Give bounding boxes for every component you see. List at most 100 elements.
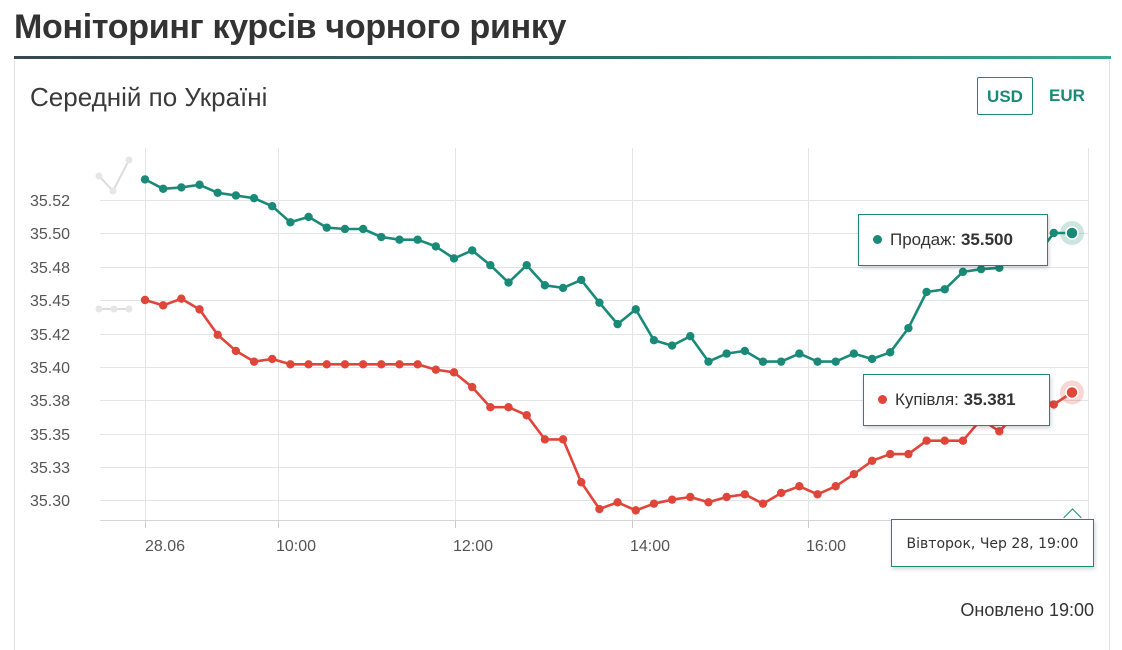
sell-data-point [249,193,259,203]
y-tick-label: 35.35 [30,427,70,444]
y-tick-label: 35.42 [30,327,70,344]
sell-data-point [467,246,477,255]
sell-data-point [158,184,168,193]
sell-data-point [795,349,804,358]
buy-data-point [758,499,768,508]
sell-data-point [886,348,895,357]
y-tick-label: 35.33 [30,460,70,477]
sell-data-point [268,202,277,211]
chart-card [14,60,1110,650]
x-tick-label: 12:00 [453,538,493,555]
eur-toggle-button[interactable]: EUR [1049,86,1085,105]
sell-data-point [867,354,877,364]
sell-data-point [304,212,313,222]
buy-data-point [613,498,622,507]
buy-data-point [867,456,877,465]
buy-data-point [722,492,731,502]
sell-data-point [522,260,531,270]
sell-data-point [940,285,949,294]
buy-data-point [486,403,495,412]
buy-data-point [1049,400,1059,409]
buy-data-point [177,294,186,303]
buy-tooltip: Купівля: 35.381 [863,374,1050,426]
sell-data-point [1049,228,1059,238]
buy-data-point [958,436,968,445]
sell-data-point [813,357,822,366]
buy-dot-icon [878,395,887,404]
buy-data-point [413,360,422,369]
sell-data-point [667,341,677,350]
buy-data-point [577,478,586,487]
sell-data-point [831,357,840,366]
sell-data-point [340,224,350,234]
sell-data-point [776,357,786,366]
buy-data-point [340,360,350,369]
sell-data-point [704,357,713,366]
chart-card-title: Середній по Україні [30,82,268,112]
buy-data-point [904,449,913,459]
sell-data-point [395,235,404,244]
sell-hover-point [1065,226,1079,240]
buy-data-point [940,436,949,445]
buy-data-point [158,301,168,310]
sell-data-point [231,191,241,200]
buy-data-point [449,368,459,377]
buy-data-point [268,354,277,364]
buy-data-point [631,506,640,515]
sell-data-point [558,283,568,293]
y-tick-label: 35.40 [30,360,70,377]
page-title: Моніторинг курсів чорного ринку [14,8,567,46]
buy-data-point [213,330,222,340]
buy-data-point [558,435,568,444]
sell-data-point [686,331,695,341]
buy-data-point [831,482,840,491]
x-tick-label: 28.06 [145,538,185,555]
sell-tooltip-label: Продаж: [890,230,957,249]
nav-hint-sell [98,159,130,193]
nav-hint-point [110,305,118,313]
title-divider [14,56,1111,59]
y-tick-label: 35.52 [30,193,70,210]
sell-data-point [377,232,386,242]
buy-data-point [886,449,895,459]
buy-data-point [813,490,822,499]
buy-data-point [849,470,859,479]
sell-data-point [904,323,913,333]
sell-data-point [849,349,859,358]
updated-timestamp: Оновлено 19:00 [960,600,1094,620]
x-tick-label: 16:00 [806,538,846,555]
buy-data-point [286,360,295,369]
y-tick-label: 35.45 [30,293,70,310]
y-tick-label: 35.38 [30,393,70,410]
buy-data-point [740,490,750,499]
buy-data-point [595,504,604,514]
sell-data-point [540,281,550,290]
sell-dot-icon [873,235,882,244]
buy-data-point [304,360,313,369]
buy-data-point [649,499,659,508]
sell-data-point [740,346,750,356]
y-tick-label: 35.30 [30,493,70,510]
buy-data-point [522,411,531,420]
sell-data-point [358,224,368,234]
buy-data-point [667,495,677,504]
buy-data-point [467,382,477,392]
sell-data-point [322,223,331,232]
nav-hint-point [95,172,103,180]
sell-data-point [431,242,441,251]
sell-series-line [144,178,1072,363]
y-tick-label: 35.50 [30,226,70,243]
buy-data-point [922,436,931,445]
buy-data-point [140,295,150,305]
usd-toggle-button[interactable]: USD [977,77,1033,115]
buy-data-point [377,360,386,369]
buy-tooltip-value: 35.381 [963,390,1016,409]
sell-data-point [577,275,586,285]
nav-hint-point [125,305,133,313]
buy-data-point [995,427,1004,436]
sell-data-point [413,235,422,244]
buy-data-point [322,360,331,369]
buy-series-line [144,297,1073,512]
sell-data-point [195,180,204,189]
